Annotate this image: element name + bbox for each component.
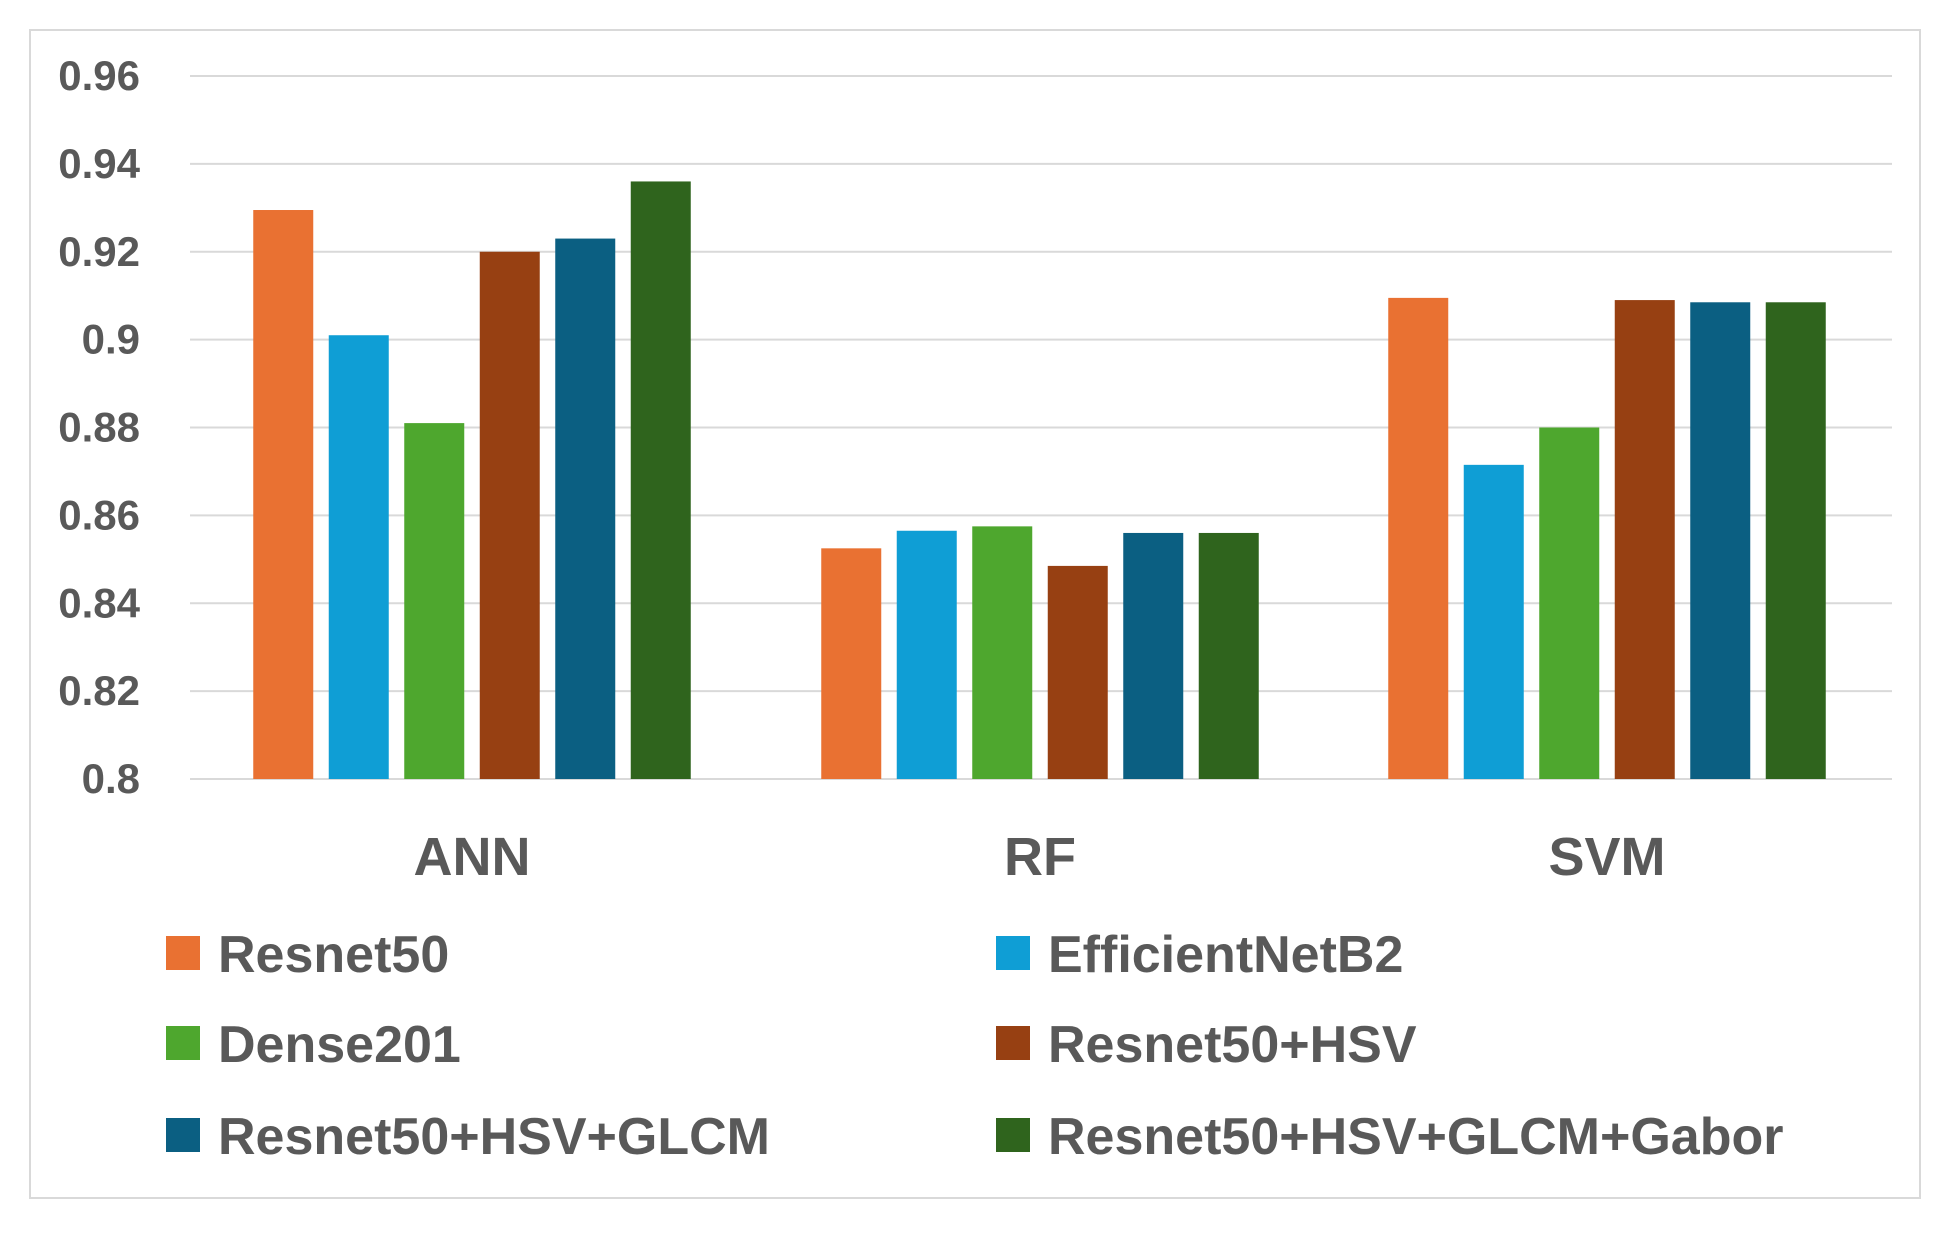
bar-ann-resnet50-hsv-glcm [555,238,616,780]
bar-svm-dense201 [1539,427,1600,779]
y-tick-label: 0.9 [82,316,140,363]
bar-rf-efficientnetb2 [896,530,957,779]
bar-rf-resnet50-hsv-glcm-gabor [1198,532,1259,779]
bar-svm-efficientnetb2 [1463,464,1524,779]
gridlines [190,75,1892,780]
legend-swatch [996,936,1030,970]
y-tick-label: 0.96 [58,52,140,99]
bar-ann-resnet50-hsv [479,251,540,779]
legend-label: Resnet50+HSV [1048,1016,1417,1074]
legend-swatch [166,1026,200,1060]
bar-ann-resnet50-hsv-glcm-gabor [630,181,691,779]
bar-svm-resnet50-hsv-glcm-gabor [1765,302,1826,779]
legend-label: Resnet50+HSV+GLCM [218,1108,770,1166]
bar-ann-resnet50 [253,210,314,779]
x-category-label: SVM [1548,827,1665,887]
bar-rf-resnet50-hsv [1047,565,1108,779]
bar-rf-dense201 [972,526,1033,779]
y-tick-label: 0.94 [58,140,140,187]
bar-svm-resnet50-hsv [1614,300,1675,779]
y-tick-label: 0.8 [82,755,140,802]
y-tick-label: 0.86 [58,491,140,538]
y-tick-label: 0.88 [58,404,140,451]
bars [253,181,1826,780]
bar-rf-resnet50-hsv-glcm [1123,532,1184,779]
y-tick-label: 0.92 [58,228,140,275]
x-axis-category-labels: ANN RF SVM [414,827,1666,887]
y-tick-label: 0.84 [58,579,140,626]
legend: Resnet50 EfficientNetB2 Dense201 Resnet50+H… [166,926,1783,1166]
bar-svm-resnet50-hsv-glcm [1690,302,1751,779]
legend-label: Resnet50+HSV+GLCM+Gabor [1048,1108,1783,1166]
x-category-label: ANN [414,827,531,887]
y-tick-label: 0.82 [58,667,140,714]
bar-rf-resnet50 [821,548,882,779]
legend-swatch [996,1026,1030,1060]
y-axis-tick-labels: 0.8 0.82 0.84 0.86 0.88 0.9 0.92 0.94 0.96 [58,52,140,802]
legend-swatch [166,1118,200,1152]
bar-svm-resnet50 [1388,297,1449,779]
bar-ann-dense201 [404,423,465,779]
legend-label: Dense201 [218,1016,461,1074]
x-category-label: RF [1004,827,1076,887]
legend-swatch [996,1118,1030,1152]
legend-label: Resnet50 [218,926,449,984]
bar-ann-efficientnetb2 [328,335,389,779]
legend-label: EfficientNetB2 [1048,926,1403,984]
legend-swatch [166,936,200,970]
